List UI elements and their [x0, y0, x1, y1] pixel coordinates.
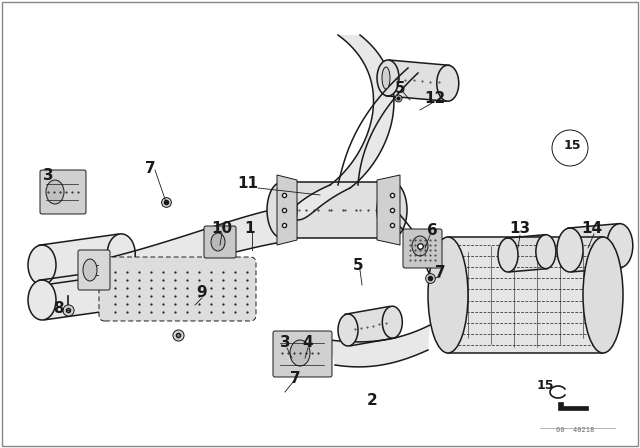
Text: 8: 8 [52, 301, 63, 315]
FancyBboxPatch shape [78, 250, 110, 290]
Text: 13: 13 [509, 220, 531, 236]
Polygon shape [330, 35, 394, 188]
Text: 15: 15 [536, 379, 554, 392]
Text: 9: 9 [196, 284, 207, 300]
Ellipse shape [211, 233, 225, 251]
Polygon shape [377, 175, 400, 245]
Text: 3: 3 [43, 168, 53, 182]
Ellipse shape [28, 245, 56, 285]
Text: 7: 7 [435, 264, 445, 280]
Ellipse shape [382, 306, 403, 338]
Polygon shape [277, 175, 297, 245]
Polygon shape [387, 60, 449, 101]
Ellipse shape [607, 224, 633, 267]
Ellipse shape [498, 238, 518, 272]
Ellipse shape [290, 340, 310, 366]
Polygon shape [568, 224, 621, 272]
Polygon shape [558, 402, 588, 410]
FancyBboxPatch shape [99, 257, 256, 321]
FancyBboxPatch shape [403, 229, 442, 268]
FancyBboxPatch shape [40, 170, 86, 214]
Ellipse shape [428, 237, 468, 353]
Text: 7: 7 [145, 160, 156, 176]
Text: 2: 2 [367, 392, 378, 408]
Polygon shape [108, 207, 285, 280]
Ellipse shape [382, 67, 390, 89]
Ellipse shape [436, 65, 459, 101]
Text: 6: 6 [427, 223, 437, 237]
Ellipse shape [46, 180, 64, 204]
Ellipse shape [267, 182, 297, 238]
Ellipse shape [412, 236, 428, 256]
FancyBboxPatch shape [204, 226, 236, 258]
Polygon shape [506, 235, 547, 272]
Text: 4: 4 [303, 335, 314, 349]
Ellipse shape [28, 280, 56, 320]
Ellipse shape [377, 60, 399, 96]
Text: 5: 5 [353, 258, 364, 272]
Text: 10: 10 [211, 220, 232, 236]
Ellipse shape [536, 235, 556, 269]
Ellipse shape [377, 182, 407, 238]
Ellipse shape [108, 269, 135, 309]
Polygon shape [39, 234, 124, 285]
Polygon shape [448, 237, 603, 353]
Polygon shape [282, 182, 392, 238]
Polygon shape [282, 185, 350, 220]
Ellipse shape [557, 228, 583, 272]
Text: 15: 15 [563, 138, 580, 151]
Text: 12: 12 [424, 90, 445, 105]
Ellipse shape [83, 259, 97, 281]
Text: 11: 11 [237, 176, 259, 190]
Polygon shape [345, 306, 395, 346]
FancyBboxPatch shape [273, 331, 332, 377]
Text: 3: 3 [280, 335, 291, 349]
Text: 1: 1 [244, 220, 255, 236]
Ellipse shape [583, 237, 623, 353]
Text: 7: 7 [290, 370, 300, 385]
Polygon shape [330, 325, 430, 367]
Polygon shape [39, 269, 124, 320]
Ellipse shape [338, 314, 358, 346]
Text: 00  40218: 00 40218 [556, 427, 594, 433]
Ellipse shape [108, 234, 135, 274]
Text: 14: 14 [581, 220, 603, 236]
Text: 5: 5 [395, 81, 405, 95]
